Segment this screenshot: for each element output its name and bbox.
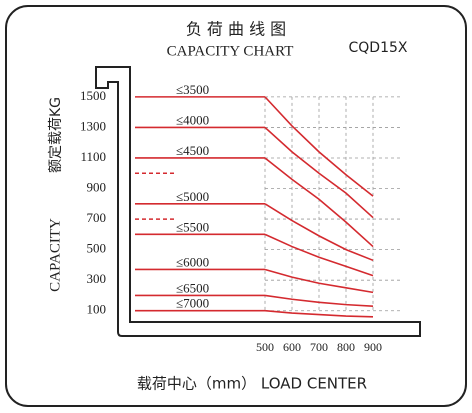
frame: [5, 5, 467, 407]
chart-subtitle: CAPACITY CHART: [167, 43, 294, 59]
y-tick-label: 700: [87, 210, 107, 225]
capacity-curve: [264, 96, 374, 197]
y-tick-label: 1300: [80, 118, 106, 133]
x-tick-label: 900: [364, 340, 382, 354]
y-axis-label: 额定载荷KG: [48, 97, 64, 173]
series-label: ≤6000: [176, 254, 209, 269]
x-tick-label: 600: [283, 340, 301, 354]
model: CQD15X: [349, 40, 408, 56]
mast-bracket: [95, 66, 421, 337]
series-label: ≤5000: [176, 189, 209, 204]
capacity-curve: [264, 157, 374, 248]
chart-title: 负 荷 曲 线 图: [186, 20, 286, 39]
y-tick-label: 1100: [80, 149, 106, 164]
y-tick-label: 300: [87, 271, 107, 286]
x-tick-label: 700: [310, 340, 328, 354]
series-label: ≤5500: [176, 219, 209, 234]
capacity-curve: [264, 126, 374, 219]
capacity-curve: [264, 233, 374, 277]
y-tick-label: 900: [87, 180, 107, 195]
x-tick-label: 500: [256, 340, 274, 354]
capacity-curve: [264, 294, 374, 307]
capacity-curve: [264, 203, 374, 262]
y-tick-label: 1500: [80, 88, 106, 103]
series-label: ≤3500: [176, 82, 209, 97]
series-label: ≤6500: [176, 280, 209, 295]
x-tick-label: 800: [337, 340, 355, 354]
y-tick-label: 500: [87, 241, 107, 256]
series-label: ≤4000: [176, 112, 209, 127]
capacity-curve: [264, 268, 374, 294]
series-label: ≤4500: [176, 143, 209, 158]
series-label: ≤7000: [176, 296, 209, 311]
y-axis-label: CAPACITY: [47, 218, 63, 292]
y-tick-label: 100: [87, 302, 107, 317]
x-axis-label: 载荷中心（mm） LOAD CENTER: [137, 375, 367, 393]
capacity-curve: [264, 309, 374, 318]
